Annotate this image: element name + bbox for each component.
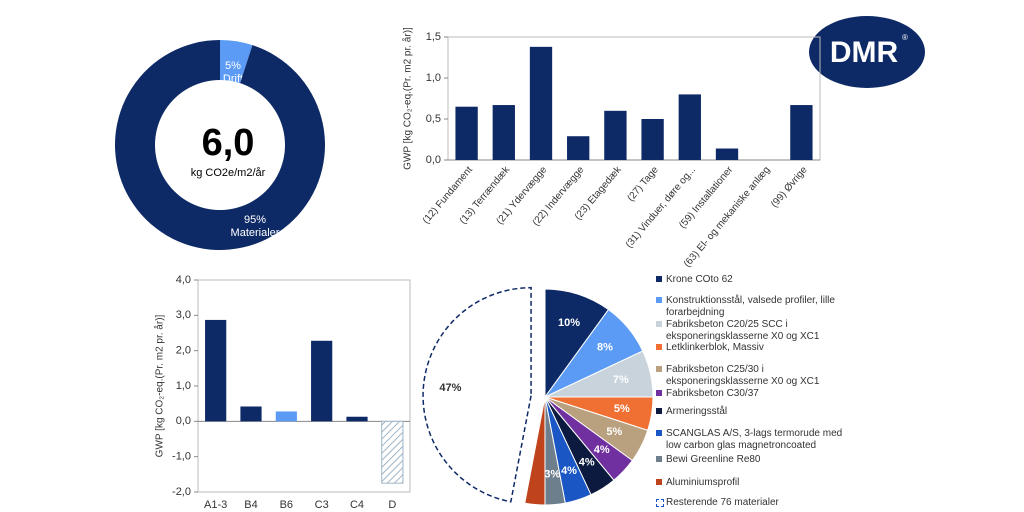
bar: [275, 411, 297, 422]
bar: [240, 406, 262, 422]
center-unit: kg CO2e/m2/år: [191, 167, 266, 179]
x-tick-label: B4: [244, 499, 257, 511]
x-tick-label: (27) Tage: [625, 164, 661, 204]
bar: [715, 148, 739, 160]
bar: [604, 110, 627, 160]
y-tick-label: 3,0: [176, 309, 191, 321]
slice-percent: 95%: [244, 214, 266, 226]
bar: [492, 105, 515, 160]
y-axis-label: GWP [kg CO₂-eq.(Pr. m2 pr. år)]: [402, 27, 414, 170]
x-tick-label: C4: [350, 499, 364, 511]
x-tick-label: C3: [315, 499, 329, 511]
slice-label: 4%: [594, 444, 610, 456]
donut-slice: [115, 40, 325, 251]
y-tick-label: 0,5: [426, 113, 441, 125]
slice-label: 5%: [606, 426, 622, 438]
y-tick-label: -1,0: [172, 451, 191, 463]
y-tick-label: -2,0: [172, 486, 191, 498]
bar: [346, 416, 368, 422]
x-tick-label: A1-3: [204, 499, 227, 511]
logo-badge: [809, 16, 925, 88]
y-tick-label: 1,5: [426, 31, 441, 43]
bar: [455, 106, 478, 160]
y-tick-label: 1,0: [426, 72, 441, 84]
bar: [205, 319, 227, 422]
bar: [567, 136, 590, 160]
y-axis-label: GWP [kg CO₂-eq.(Pr. m2 pr. år)]: [154, 314, 166, 457]
y-tick-label: 1,0: [176, 380, 191, 392]
bar: [381, 420, 404, 484]
slice-label: 7%: [613, 374, 629, 386]
slice-label: 4%: [579, 457, 595, 469]
slice-label: 5%: [614, 403, 630, 415]
center-value: 6,0: [202, 122, 255, 164]
y-tick-label: 2,0: [176, 345, 191, 357]
pie-slice: [422, 286, 532, 503]
bar: [790, 105, 813, 160]
slice-label: 4%: [561, 465, 577, 477]
slice-label: Materialer: [231, 227, 280, 239]
x-tick-label: B6: [280, 499, 293, 511]
bar: [529, 46, 553, 161]
y-tick-label: 0,0: [176, 415, 191, 427]
y-tick-label: 0,0: [426, 154, 441, 166]
donut-slice: [220, 40, 253, 84]
logo: DMR: [830, 36, 899, 69]
slice-label: 3%: [544, 468, 560, 480]
slice-label: Drift: [223, 73, 243, 85]
bar: [311, 340, 333, 422]
y-tick-label: 4,0: [176, 274, 191, 286]
pie-slice: [524, 396, 546, 506]
slice-label: 47%: [439, 382, 461, 394]
logo-registered: ®: [902, 33, 908, 42]
x-tick-label: (99) Øvrige: [769, 164, 810, 210]
slice-label: 8%: [597, 341, 613, 353]
x-tick-label: (31) Vinduer, døre og...: [624, 165, 698, 251]
bar: [678, 94, 701, 160]
bar: [641, 119, 664, 160]
slice-label: 10%: [558, 317, 580, 329]
plot-area: [197, 279, 411, 493]
slice-percent: 5%: [225, 60, 241, 72]
x-tick-label: D: [388, 499, 396, 511]
